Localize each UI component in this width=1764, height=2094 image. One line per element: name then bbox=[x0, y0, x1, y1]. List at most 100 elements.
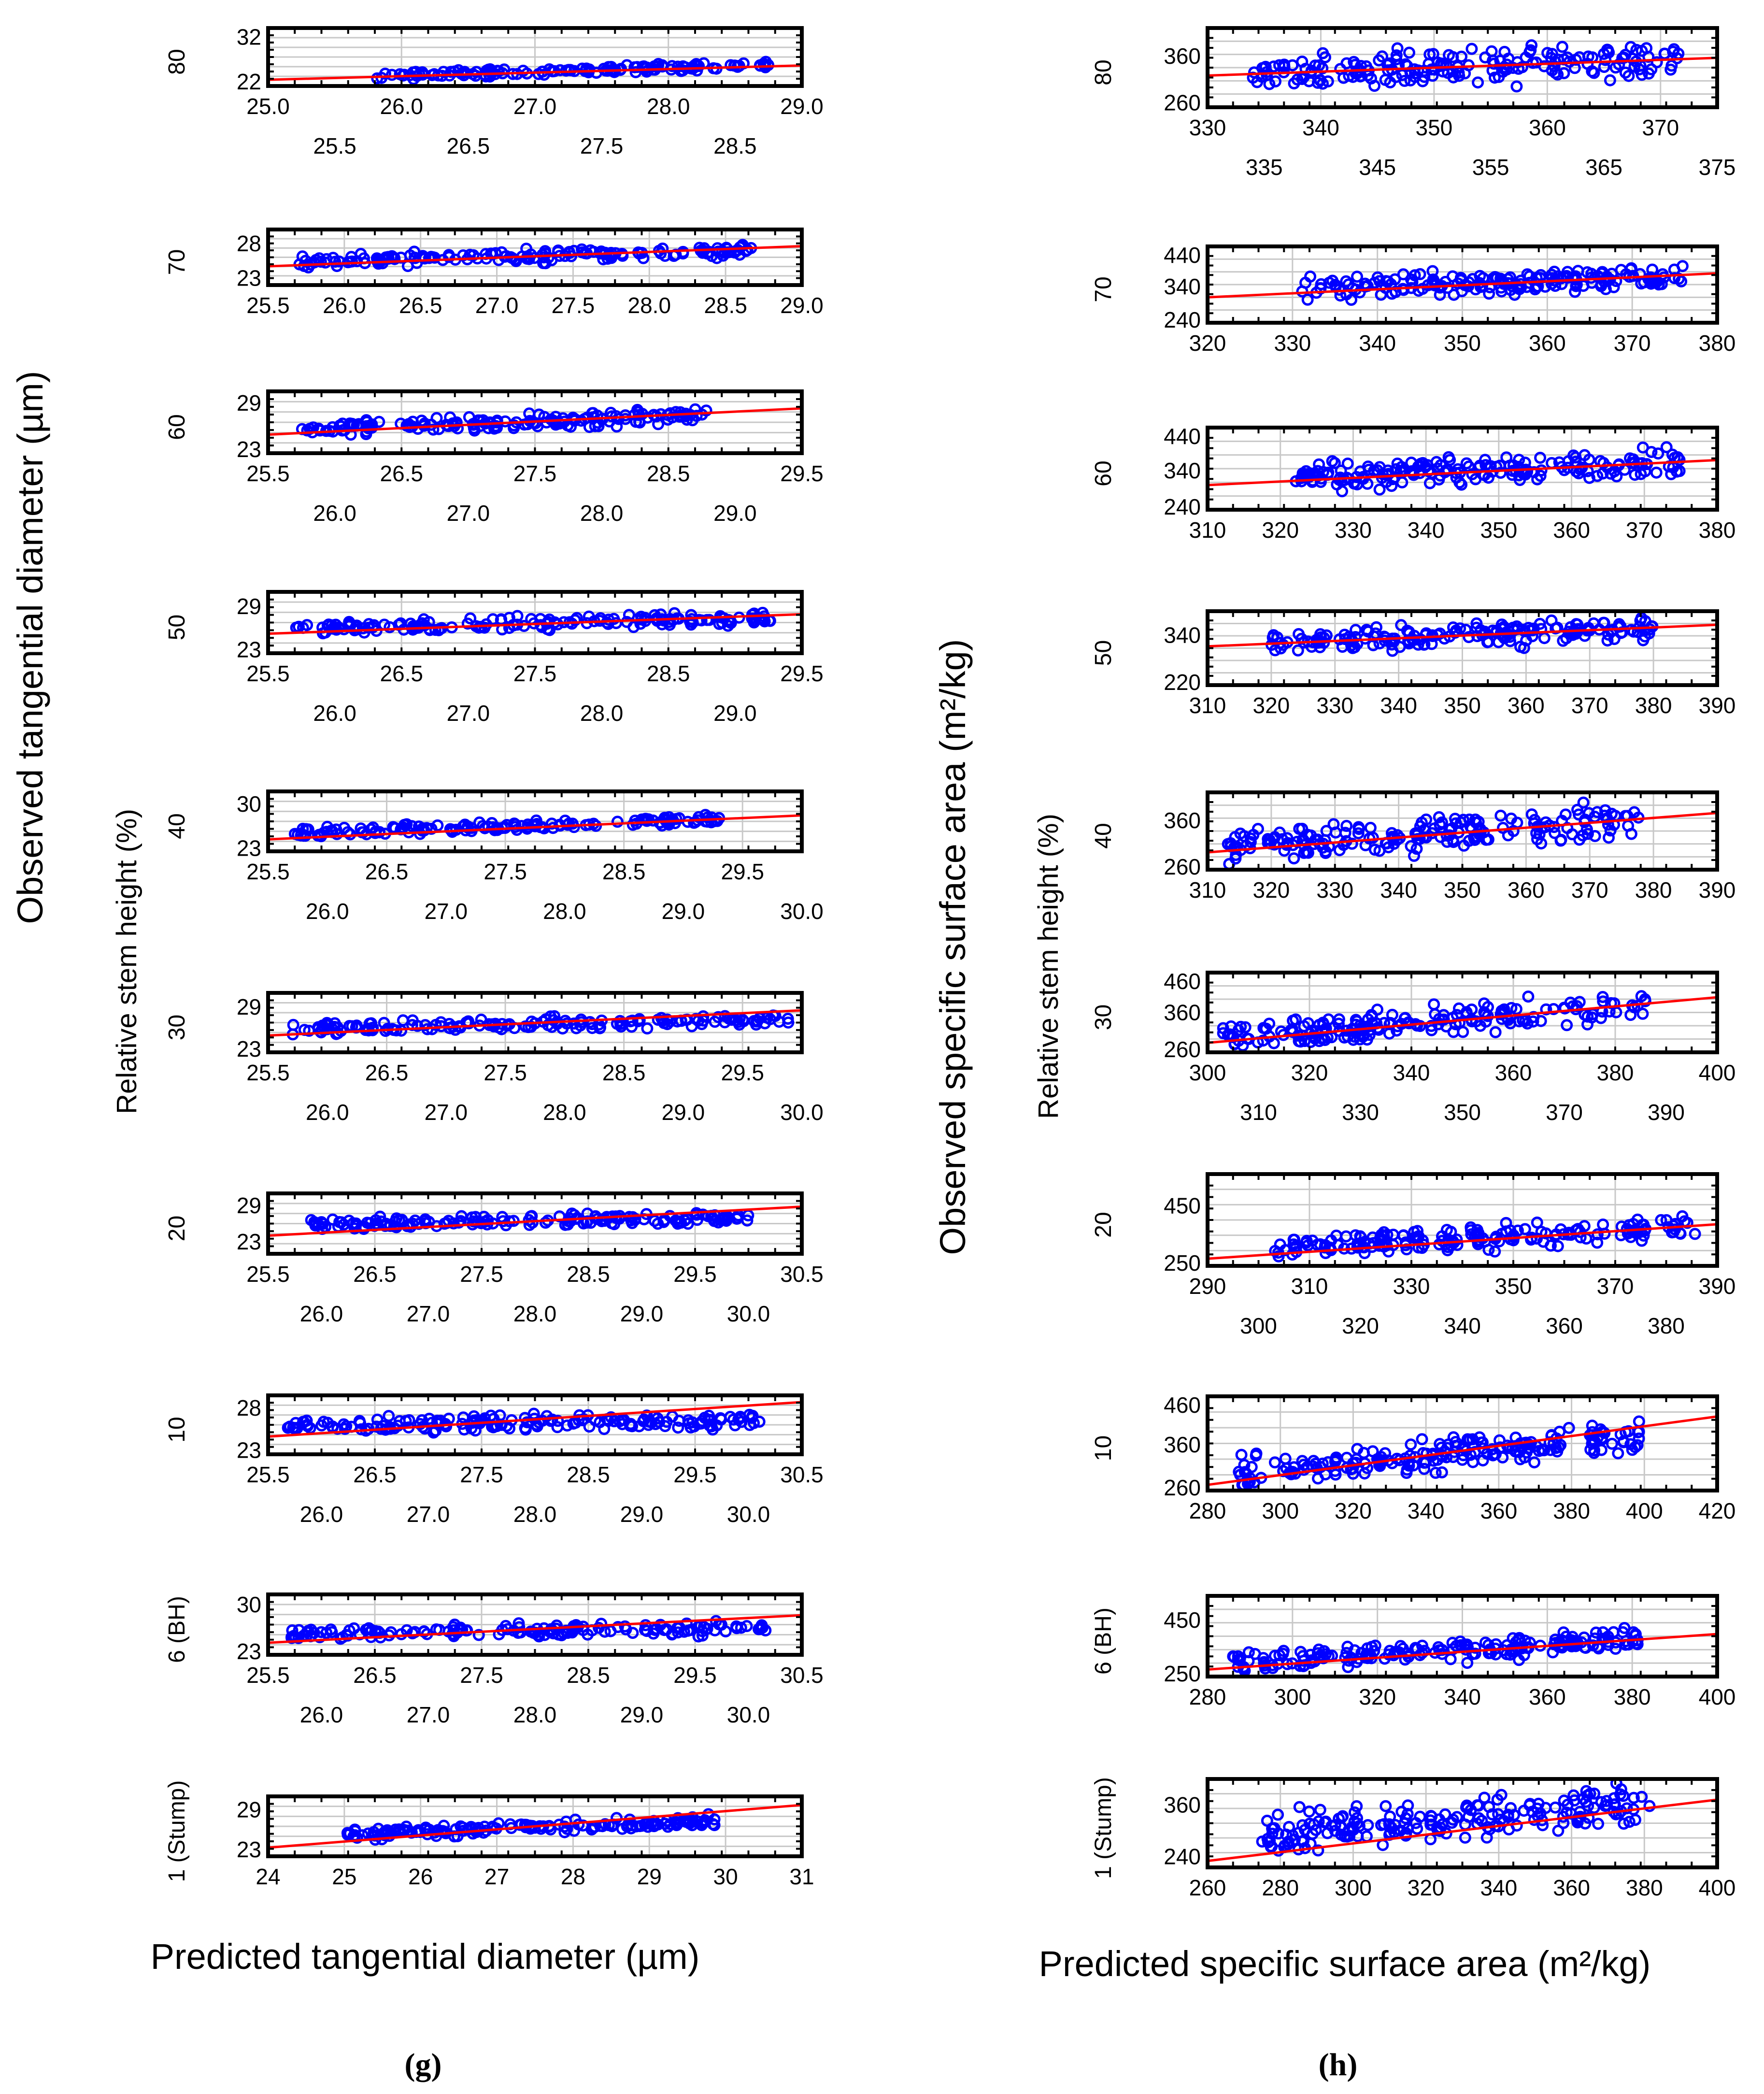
h-6bh-subplot: 280 300 320 340 360 380 400 250 450 6 (BH) bbox=[1091, 1594, 1736, 1709]
x-tick-label: 30.0 bbox=[780, 899, 824, 924]
x-tick-label: 350 bbox=[1480, 517, 1517, 543]
x-tick-label: 26.5 bbox=[447, 133, 490, 158]
x-tick-label: 310 bbox=[1240, 1100, 1277, 1125]
scatter-point bbox=[1298, 468, 1310, 480]
scatter-point bbox=[385, 69, 398, 81]
scatter-point bbox=[397, 1014, 409, 1027]
scatter-point bbox=[701, 614, 713, 626]
scatter-point bbox=[1418, 1463, 1431, 1475]
scatter-point bbox=[348, 1622, 360, 1635]
regression-line bbox=[268, 64, 802, 81]
scatter-point bbox=[1652, 447, 1664, 460]
scatter-point bbox=[1591, 1228, 1604, 1241]
scatter-point bbox=[1229, 1037, 1241, 1050]
x-tick-label: 380 bbox=[1635, 693, 1672, 718]
x-tick-label: 380 bbox=[1648, 1313, 1685, 1338]
scatter-point bbox=[1352, 827, 1365, 840]
y-tick-label: 450 bbox=[1164, 1607, 1201, 1633]
scatter-point bbox=[1269, 75, 1281, 87]
x-tick-label: 28.5 bbox=[567, 1462, 610, 1487]
scatter-point bbox=[1481, 1448, 1494, 1460]
scatter-point bbox=[493, 1628, 505, 1641]
scatter-point bbox=[562, 1215, 575, 1227]
scatter-point bbox=[657, 1216, 670, 1228]
scatter-point bbox=[691, 64, 703, 77]
scatter-point bbox=[301, 424, 313, 437]
scatter-point bbox=[1612, 1447, 1624, 1460]
scatter-point bbox=[1635, 468, 1647, 480]
x-tick-label: 29.0 bbox=[780, 94, 824, 119]
x-tick-label: 30.5 bbox=[780, 1663, 824, 1688]
scatter-point bbox=[1290, 1240, 1302, 1252]
scatter-point bbox=[1494, 809, 1507, 822]
scatter-point bbox=[1525, 1233, 1537, 1246]
scatter-point bbox=[586, 1022, 598, 1034]
x-tick-label: 26.5 bbox=[365, 859, 409, 884]
scatter-point bbox=[702, 1413, 714, 1426]
y-tick-label: 360 bbox=[1164, 43, 1201, 69]
x-tick-label: 310 bbox=[1189, 517, 1226, 543]
scatter-point bbox=[1608, 997, 1621, 1010]
x-tick-label: 340 bbox=[1359, 330, 1396, 356]
scatter-point bbox=[1619, 66, 1632, 79]
regression-line bbox=[268, 1401, 802, 1438]
scatter-point bbox=[343, 1827, 356, 1840]
scatter-point bbox=[1629, 469, 1641, 481]
scatter-point bbox=[1470, 817, 1482, 829]
h-80-subplot: 330 340 350 360 370 335 345 355 365 375 260 360 80 bbox=[1091, 26, 1736, 180]
scatter-point bbox=[594, 1021, 607, 1033]
scatter-point bbox=[1334, 63, 1347, 75]
x-tick-label: 340 bbox=[1408, 1498, 1445, 1523]
x-tick-label: 29.5 bbox=[780, 461, 824, 486]
scatter-point bbox=[467, 1215, 480, 1228]
scatter-point bbox=[1581, 57, 1594, 70]
scatter-point bbox=[1420, 831, 1433, 844]
scatter-point bbox=[1424, 1810, 1437, 1822]
g-x-axis-title: Predicted tangential diameter (µm) bbox=[151, 1936, 700, 1977]
x-tick-label: 400 bbox=[1699, 1684, 1736, 1709]
scatter-point bbox=[1323, 276, 1336, 289]
scatter-point bbox=[1423, 477, 1436, 489]
scatter-point bbox=[521, 1416, 533, 1429]
scatter-point bbox=[1426, 70, 1439, 82]
scatter-point bbox=[1353, 1820, 1366, 1832]
x-tick-label: 28.0 bbox=[628, 293, 671, 318]
scatter-point bbox=[477, 1826, 490, 1839]
x-tick-label: 25.5 bbox=[246, 661, 290, 686]
scatter-point bbox=[1623, 1816, 1636, 1828]
x-tick-label: 350 bbox=[1444, 877, 1481, 903]
scatter-point bbox=[1429, 1466, 1442, 1479]
scatter-point bbox=[1497, 822, 1509, 834]
scatter-point bbox=[1269, 644, 1281, 657]
x-tick-label: 29.0 bbox=[620, 1502, 664, 1527]
scatter-point bbox=[1350, 1457, 1362, 1469]
scatter-point bbox=[1543, 1436, 1556, 1449]
x-tick-label: 350 bbox=[1444, 693, 1481, 718]
scatter-point bbox=[1349, 1031, 1361, 1043]
x-tick-label: 360 bbox=[1553, 517, 1590, 543]
x-tick-label: 355 bbox=[1472, 155, 1509, 180]
scatter-point bbox=[1602, 44, 1614, 57]
scatter-point bbox=[1312, 1844, 1324, 1857]
scatter-point bbox=[759, 1624, 772, 1636]
scatter-point bbox=[1406, 633, 1419, 645]
scatter-point bbox=[1380, 275, 1392, 287]
x-tick-label: 340 bbox=[1302, 115, 1339, 140]
scatter-point bbox=[1267, 629, 1280, 642]
scatter-point bbox=[1398, 1012, 1411, 1025]
scatter-point bbox=[528, 252, 541, 264]
scatter-point bbox=[1533, 828, 1546, 841]
regression-line bbox=[268, 1614, 802, 1644]
x-tick-label: 310 bbox=[1189, 693, 1226, 718]
scatter-point bbox=[1265, 1841, 1277, 1853]
scatter-point bbox=[633, 1014, 646, 1026]
stem-height-label: 50 bbox=[1091, 640, 1116, 666]
scatter-point bbox=[673, 410, 686, 423]
scatter-point bbox=[1561, 822, 1574, 834]
scatter-point bbox=[468, 1415, 480, 1427]
scatter-point bbox=[384, 621, 396, 633]
scatter-point bbox=[1514, 474, 1526, 486]
x-tick-label: 29.0 bbox=[713, 701, 757, 726]
scatter-point bbox=[1610, 275, 1622, 287]
scatter-point bbox=[1569, 451, 1582, 464]
